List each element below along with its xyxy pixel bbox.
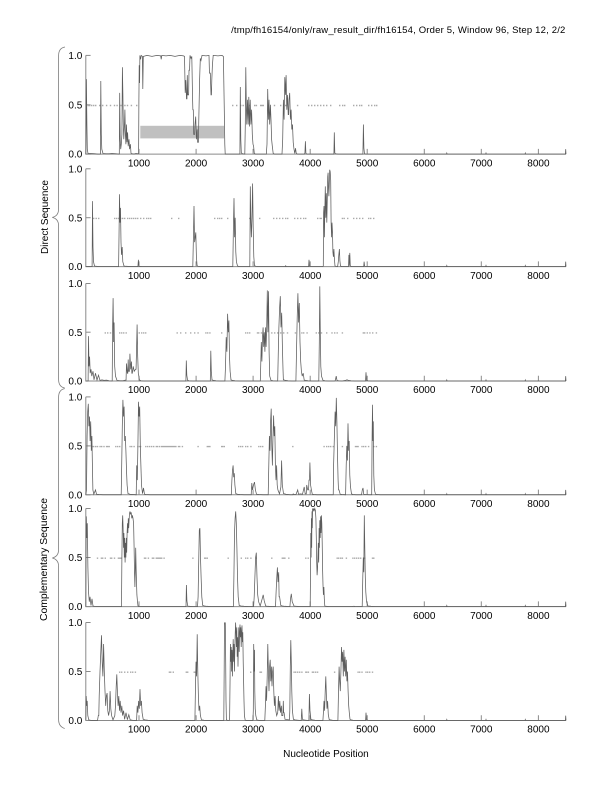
svg-text:7000: 7000 (470, 499, 493, 510)
svg-text:1.0: 1.0 (68, 279, 82, 290)
svg-text:2000: 2000 (185, 158, 208, 169)
svg-text:1000: 1000 (128, 725, 151, 736)
svg-text:1.0: 1.0 (68, 618, 82, 629)
svg-text:1000: 1000 (128, 271, 151, 282)
svg-text:8000: 8000 (527, 499, 550, 510)
svg-text:4000: 4000 (299, 499, 322, 510)
svg-text:6000: 6000 (413, 271, 436, 282)
svg-text:8000: 8000 (527, 725, 550, 736)
svg-text:7000: 7000 (470, 725, 493, 736)
svg-text:1.0: 1.0 (68, 504, 82, 515)
svg-text:8000: 8000 (527, 271, 550, 282)
svg-text:0.0: 0.0 (68, 262, 82, 273)
svg-text:6000: 6000 (413, 385, 436, 396)
svg-text:/tmp/fh16154/only/raw_result_d: /tmp/fh16154/only/raw_result_dir/fh16154… (231, 25, 565, 36)
svg-text:5000: 5000 (356, 611, 379, 622)
svg-text:5000: 5000 (356, 158, 379, 169)
svg-text:0.5: 0.5 (68, 667, 82, 678)
svg-text:1.0: 1.0 (68, 393, 82, 404)
svg-text:0.0: 0.0 (68, 150, 82, 161)
svg-text:3000: 3000 (242, 611, 265, 622)
svg-text:7000: 7000 (470, 385, 493, 396)
svg-text:0.5: 0.5 (68, 442, 82, 453)
svg-text:2000: 2000 (185, 499, 208, 510)
svg-text:8000: 8000 (527, 611, 550, 622)
svg-text:2000: 2000 (185, 385, 208, 396)
svg-text:5000: 5000 (356, 499, 379, 510)
svg-text:1000: 1000 (128, 499, 151, 510)
svg-text:1.0: 1.0 (68, 51, 82, 62)
svg-text:6000: 6000 (413, 499, 436, 510)
svg-text:0.0: 0.0 (68, 377, 82, 388)
svg-text:5000: 5000 (356, 385, 379, 396)
svg-text:0.0: 0.0 (68, 716, 82, 727)
svg-text:3000: 3000 (242, 499, 265, 510)
svg-text:0.5: 0.5 (68, 328, 82, 339)
svg-text:4000: 4000 (299, 158, 322, 169)
svg-text:5000: 5000 (356, 725, 379, 736)
svg-text:1.0: 1.0 (68, 164, 82, 175)
svg-text:8000: 8000 (527, 158, 550, 169)
svg-text:2000: 2000 (185, 611, 208, 622)
svg-text:2000: 2000 (185, 271, 208, 282)
svg-text:8000: 8000 (527, 385, 550, 396)
svg-text:6000: 6000 (413, 158, 436, 169)
svg-text:6000: 6000 (413, 611, 436, 622)
svg-text:3000: 3000 (242, 271, 265, 282)
svg-text:3000: 3000 (242, 725, 265, 736)
svg-text:4000: 4000 (299, 385, 322, 396)
svg-text:2000: 2000 (185, 725, 208, 736)
svg-text:Nucleotide Position: Nucleotide Position (283, 749, 369, 760)
svg-text:Direct Sequence: Direct Sequence (40, 180, 51, 254)
svg-text:3000: 3000 (242, 385, 265, 396)
svg-text:4000: 4000 (299, 611, 322, 622)
svg-text:1000: 1000 (128, 158, 151, 169)
svg-text:4000: 4000 (299, 725, 322, 736)
svg-text:0.0: 0.0 (68, 602, 82, 613)
svg-text:3000: 3000 (242, 158, 265, 169)
svg-text:1000: 1000 (128, 611, 151, 622)
svg-text:4000: 4000 (299, 271, 322, 282)
svg-text:7000: 7000 (470, 158, 493, 169)
svg-text:0.0: 0.0 (68, 490, 82, 501)
svg-text:6000: 6000 (413, 725, 436, 736)
svg-text:Complementary Sequence: Complementary Sequence (39, 498, 50, 621)
svg-text:7000: 7000 (470, 611, 493, 622)
svg-text:5000: 5000 (356, 271, 379, 282)
svg-text:0.5: 0.5 (68, 100, 82, 111)
svg-text:1000: 1000 (128, 385, 151, 396)
svg-text:7000: 7000 (470, 271, 493, 282)
svg-text:0.5: 0.5 (68, 213, 82, 224)
svg-text:0.5: 0.5 (68, 553, 82, 564)
